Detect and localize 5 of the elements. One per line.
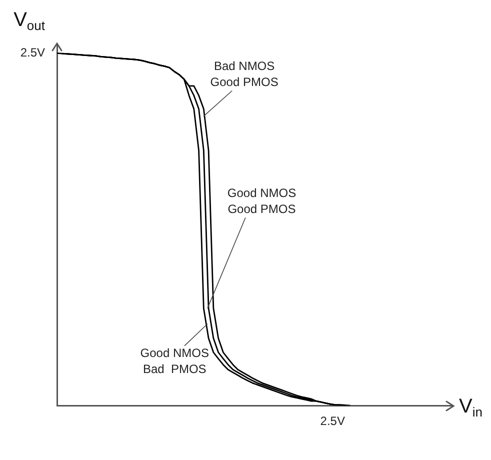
text: 2.5V [20,45,45,60]
annotation: Bad NMOS Good PMOS [210,59,278,90]
text: 2.5V [320,414,345,428]
annotation: Good NMOS Bad PMOS [140,346,209,376]
annotation: Good NMOS Good PMOS [227,186,296,216]
